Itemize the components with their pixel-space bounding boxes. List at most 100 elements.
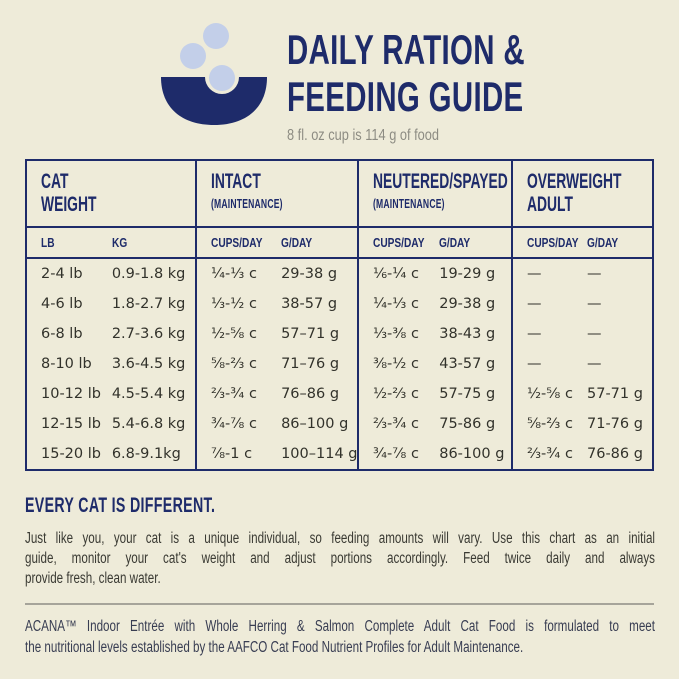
column-header-intact: INTACT (MAINTENANCE) <box>195 161 357 226</box>
divider-rule <box>25 603 654 605</box>
subheader-overweight: CUPS/DAY G/DAY <box>511 228 652 257</box>
intact-cups: ⅞-1 c <box>211 446 253 462</box>
subheader-neutered: CUPS/DAY G/DAY <box>357 228 511 257</box>
weight-kg: 2.7-3.6 kg <box>111 326 186 342</box>
subheader-g-day: G/DAY <box>281 235 313 250</box>
neutered-cell: ¼-⅓ c 29-38 g <box>357 289 511 319</box>
column-title-line: OVERWEIGHT <box>527 170 622 193</box>
overweight-cups: ⅔-¾ c <box>527 446 573 462</box>
overweight-cell: — — <box>511 319 652 349</box>
overweight-grams: 57-71 g <box>587 386 643 402</box>
neutered-cell: ⅙-¼ c 19-29 g <box>357 259 511 289</box>
table-row: 12-15 lb 5.4-6.8 kg ¾-⅞ c 86–100 g ⅔-¾ c… <box>27 409 652 439</box>
overweight-cell: ⅝-⅔ c 71-76 g <box>511 409 652 439</box>
overweight-grams: 71-76 g <box>587 416 643 432</box>
column-header-overweight-adult: OVERWEIGHT ADULT <box>511 161 652 226</box>
weight-kg: 0.9-1.8 kg <box>111 266 186 282</box>
overweight-grams: — <box>587 296 602 312</box>
table-row: 4-6 lb 1.8-2.7 kg ⅓-½ c 38-57 g ¼-⅓ c 29… <box>27 289 652 319</box>
intact-cell: ⅔-¾ c 76–86 g <box>195 379 357 409</box>
weight-lb: 6-8 lb <box>41 326 83 342</box>
neutered-cups: ⅜-½ c <box>373 356 419 372</box>
column-title-line: WEIGHT <box>41 193 97 216</box>
overweight-cell: ½-⅝ c 57-71 g <box>511 379 652 409</box>
kibble-dot <box>203 23 229 49</box>
feeding-table: CAT WEIGHT INTACT (MAINTENANCE) NEUTERED… <box>25 159 654 471</box>
subheader-g-day: G/DAY <box>439 235 471 250</box>
overweight-cups: ⅝-⅔ c <box>527 416 573 432</box>
bowl-shape <box>161 77 267 125</box>
intact-grams: 76–86 g <box>281 386 340 402</box>
intact-cell: ⅞-1 c 100–114 g <box>195 439 358 469</box>
subheader-kg: KG <box>111 235 128 250</box>
column-title: CAT WEIGHT <box>41 170 96 216</box>
page-title-line1: DAILY RATION & <box>287 26 525 73</box>
neutered-cups: ⅔-¾ c <box>373 416 419 432</box>
neutered-cell: ⅜-½ c 43-57 g <box>357 349 511 379</box>
table-row: 10-12 lb 4.5-5.4 kg ⅔-¾ c 76–86 g ½-⅔ c … <box>27 379 652 409</box>
overweight-cell: — — <box>511 259 652 289</box>
neutered-grams: 43-57 g <box>439 356 496 372</box>
aafco-statement: ACANA™ Indoor Entrée with Whole Herring … <box>25 616 655 658</box>
subheader-g-day: G/DAY <box>587 235 619 250</box>
weight-cell: 8-10 lb 3.6-4.5 kg <box>27 349 195 379</box>
intact-cups: ½-⅝ c <box>211 326 257 342</box>
overweight-grams: — <box>587 356 602 372</box>
overweight-cell: — — <box>511 289 652 319</box>
intact-grams: 57–71 g <box>281 326 340 342</box>
weight-cell: 6-8 lb 2.7-3.6 kg <box>27 319 195 349</box>
weight-kg: 5.4-6.8 kg <box>111 416 186 432</box>
neutered-cell: ⅔-¾ c 75-86 g <box>357 409 511 439</box>
intact-cups: ⅓-½ c <box>211 296 257 312</box>
intact-cell: ⅓-½ c 38-57 g <box>195 289 357 319</box>
weight-kg: 1.8-2.7 kg <box>111 296 186 312</box>
neutered-grams: 75-86 g <box>439 416 496 432</box>
column-header-cat-weight: CAT WEIGHT <box>27 161 195 226</box>
statement-line: the nutritional levels established by th… <box>25 639 524 656</box>
weight-cell: 2-4 lb 0.9-1.8 kg <box>27 259 195 289</box>
table-row: 15-20 lb 6.8-9.1kg ⅞-1 c 100–114 g ¾-⅞ c… <box>27 439 652 469</box>
subheader-cups-day: CUPS/DAY <box>527 235 579 250</box>
overweight-grams: — <box>587 266 602 282</box>
subheader-cups-day: CUPS/DAY <box>211 235 263 250</box>
intact-cell: ¾-⅞ c 86–100 g <box>195 409 357 439</box>
overweight-cell: — — <box>511 349 652 379</box>
kibble-dot <box>209 65 235 91</box>
intact-grams: 71–76 g <box>281 356 340 372</box>
table-row: 6-8 lb 2.7-3.6 kg ½-⅝ c 57–71 g ⅓-⅜ c 38… <box>27 319 652 349</box>
bowl-icon <box>161 23 267 125</box>
column-header-neutered-spayed: NEUTERED/SPAYED (MAINTENANCE) <box>357 161 511 226</box>
column-title-line: NEUTERED/SPAYED <box>373 170 508 193</box>
page-title-line2: FEEDING GUIDE <box>287 73 524 120</box>
intact-cups: ⅔-¾ c <box>211 386 257 402</box>
intact-cell: ½-⅝ c 57–71 g <box>195 319 357 349</box>
weight-kg: 3.6-4.5 kg <box>111 356 186 372</box>
intact-grams: 38-57 g <box>281 296 338 312</box>
weight-cell: 12-15 lb 5.4-6.8 kg <box>27 409 195 439</box>
overweight-cups: ½-⅝ c <box>527 386 573 402</box>
overweight-grams: 76-86 g <box>587 446 643 462</box>
neutered-cell: ⅓-⅜ c 38-43 g <box>357 319 511 349</box>
neutered-cups: ¾-⅞ c <box>373 446 419 462</box>
intact-cups: ¼-⅓ c <box>211 266 257 282</box>
overweight-cups: — <box>527 326 542 342</box>
intact-cups: ⅝-⅔ c <box>211 356 257 372</box>
table-row: 8-10 lb 3.6-4.5 kg ⅝-⅔ c 71–76 g ⅜-½ c 4… <box>27 349 652 379</box>
intact-grams: 86–100 g <box>281 416 349 432</box>
neutered-cups: ⅓-⅜ c <box>373 326 419 342</box>
neutered-cell: ½-⅔ c 57-75 g <box>357 379 511 409</box>
intact-cups: ¾-⅞ c <box>211 416 257 432</box>
table-row: 2-4 lb 0.9-1.8 kg ¼-⅓ c 29-38 g ⅙-¼ c 19… <box>27 259 652 289</box>
column-title-subline: (MAINTENANCE) <box>211 196 283 211</box>
section-heading-text: EVERY CAT IS DIFFERENT. <box>25 493 216 517</box>
weight-lb: 2-4 lb <box>41 266 83 282</box>
weight-cell: 15-20 lb 6.8-9.1kg <box>27 439 195 469</box>
neutered-grams: 86-100 g <box>439 446 505 462</box>
subheader-cat-weight: LB KG <box>27 228 195 257</box>
neutered-cups: ⅙-¼ c <box>373 266 419 282</box>
statement-line: ACANA™ Indoor Entrée with Whole Herring … <box>25 618 655 635</box>
neutered-cups: ¼-⅓ c <box>373 296 419 312</box>
overweight-cups: — <box>527 266 542 282</box>
weight-lb: 8-10 lb <box>41 356 92 372</box>
